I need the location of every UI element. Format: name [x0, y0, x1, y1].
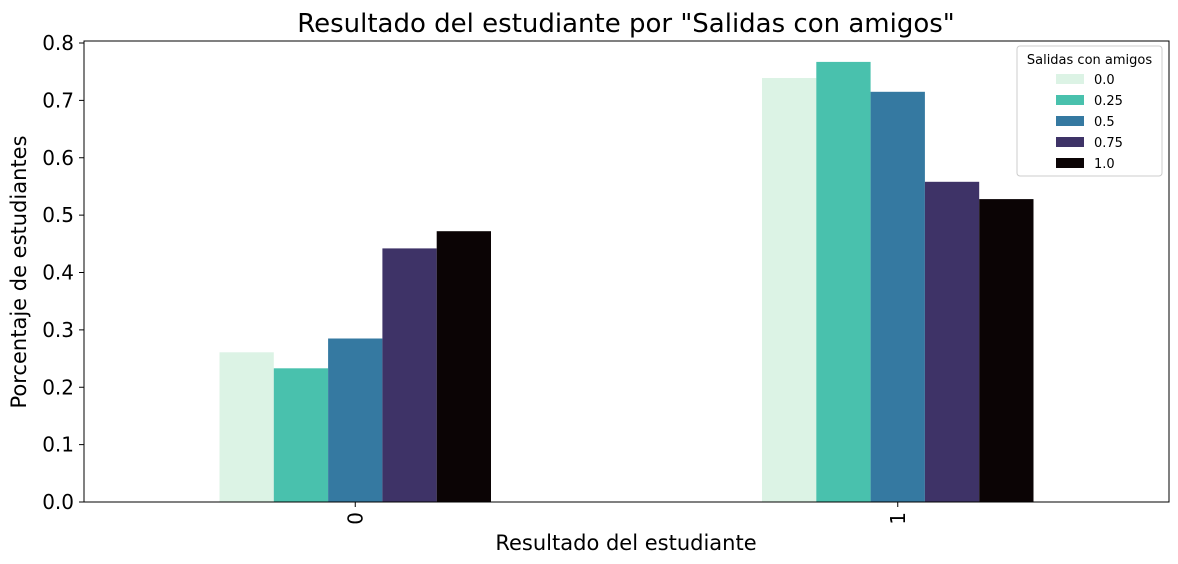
legend-swatch-0.75 [1056, 137, 1084, 147]
x-tick-label: 1 [886, 512, 910, 525]
bars-group [219, 61, 1034, 503]
legend-label-0.75: 0.75 [1094, 136, 1123, 151]
bar-0.75-cat-1 [924, 181, 980, 503]
y-tick-label: 0.0 [42, 490, 74, 514]
legend-swatch-1.0 [1056, 158, 1084, 168]
bar-0.25-cat-1 [816, 61, 871, 503]
x-axis-label: Resultado del estudiante [495, 531, 756, 555]
bar-0.5-cat-1 [870, 91, 925, 503]
legend-swatch-0.25 [1056, 95, 1084, 105]
y-tick-label: 0.4 [42, 261, 74, 285]
y-tick-label: 0.6 [42, 146, 74, 170]
bar-0.25-cat-0 [273, 368, 329, 502]
bar-0.5-cat-0 [328, 338, 383, 502]
legend-box [1016, 45, 1163, 177]
bar-0.75-cat-0 [382, 248, 437, 502]
y-tick-label: 0.7 [42, 88, 74, 112]
y-tick-label: 0.1 [42, 433, 74, 457]
bar-0.0-cat-1 [762, 78, 817, 502]
y-tick-label: 0.5 [42, 203, 74, 227]
bar-0.0-cat-0 [219, 352, 274, 502]
plot-frame [83, 40, 1170, 503]
legend-swatch-0.5 [1056, 116, 1084, 126]
bar-1.0-cat-1 [979, 199, 1034, 502]
y-tick-label: 0.3 [42, 318, 74, 342]
bar-1.0-cat-0 [436, 231, 491, 502]
x-tick-label: 0 [343, 512, 367, 525]
y-tick-label: 0.2 [42, 375, 74, 399]
chart-title: Resultado del estudiante por "Salidas co… [297, 9, 955, 39]
y-tick-label: 0.8 [42, 31, 74, 55]
legend: Salidas con amigos 0.0 0.25 0.5 0.75 1.0 [1016, 45, 1163, 177]
y-axis: 0.0 0.1 0.2 0.3 0.4 0.5 0.6 0.7 0.8 [42, 31, 84, 514]
y-axis-label: Porcentaje de estudiantes [7, 135, 31, 408]
legend-label-0.25: 0.25 [1094, 94, 1123, 109]
legend-label-0.5: 0.5 [1094, 115, 1115, 130]
legend-title: Salidas con amigos [1027, 53, 1152, 68]
legend-label-0.0: 0.0 [1094, 73, 1115, 88]
legend-swatch-0.0 [1056, 74, 1084, 84]
legend-label-1.0: 1.0 [1094, 157, 1115, 172]
